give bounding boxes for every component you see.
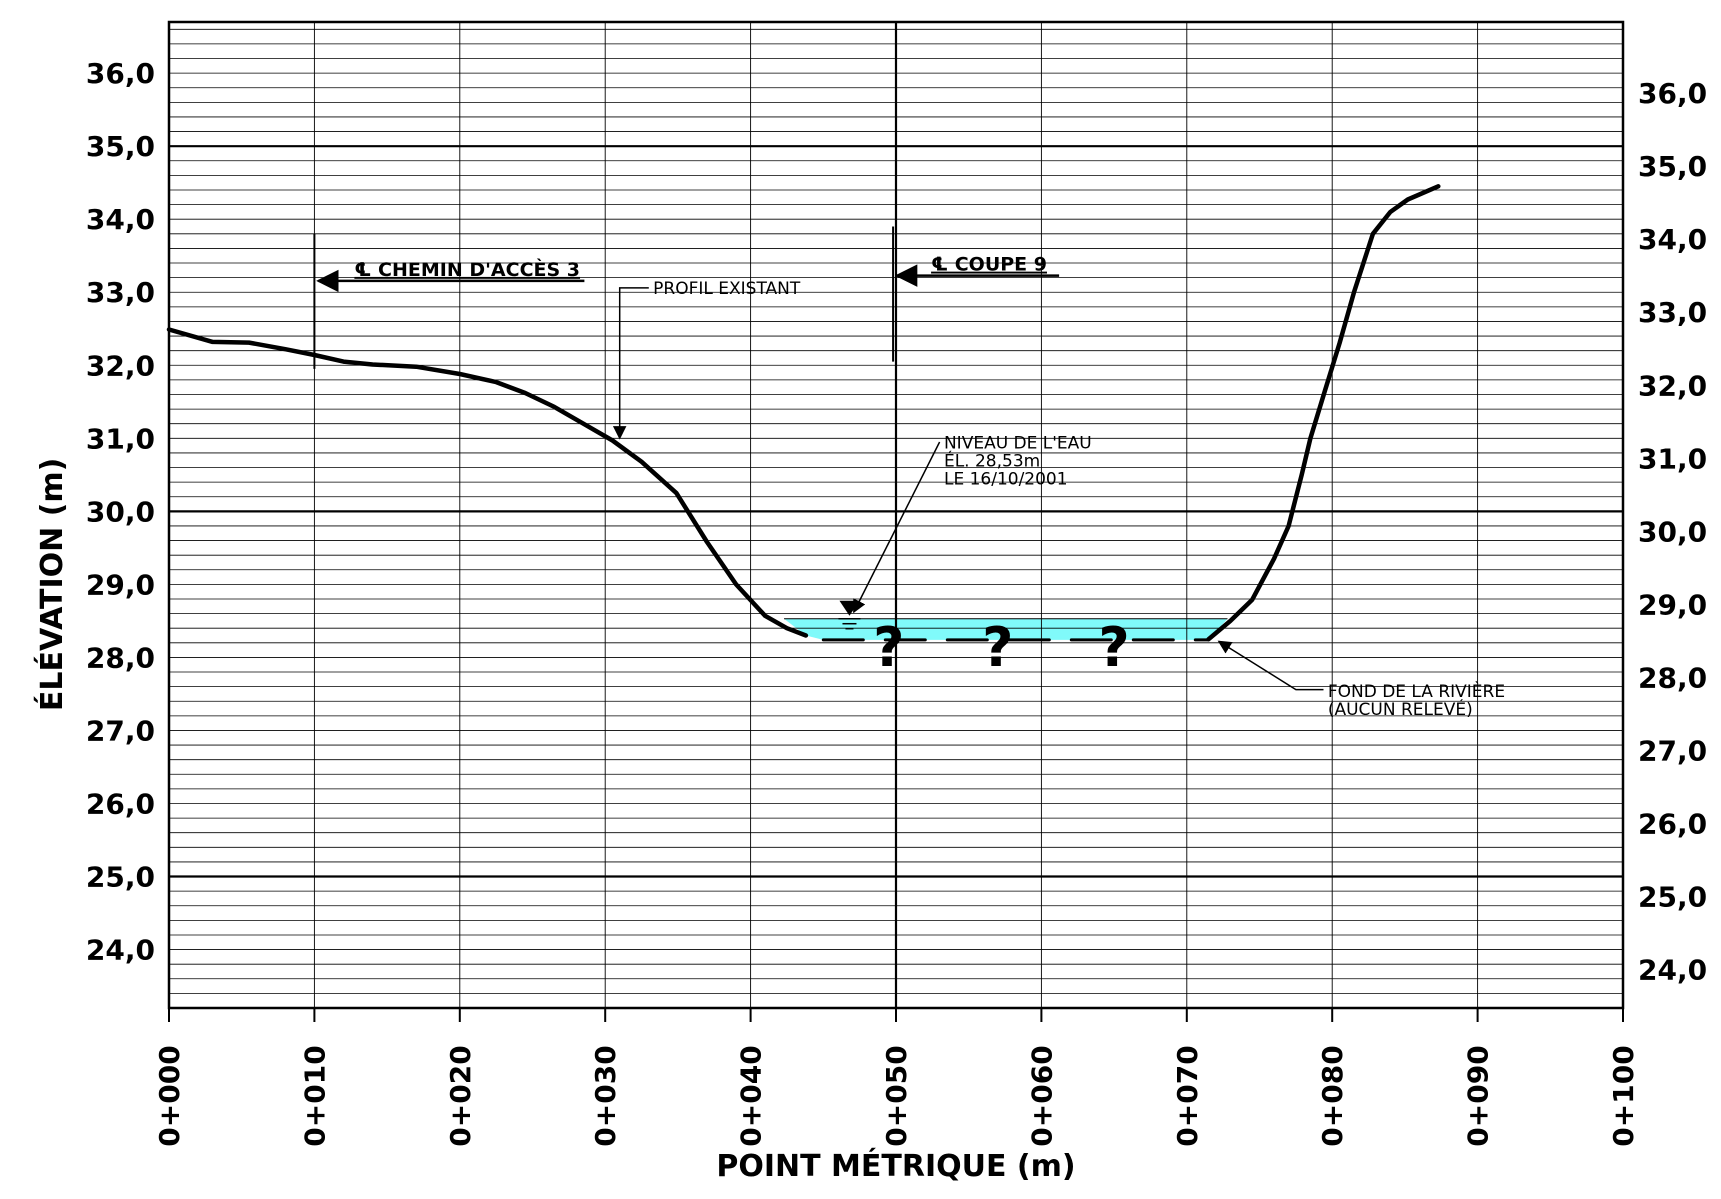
y-tick-label-left: 34,0 <box>86 203 155 236</box>
y-tick-label-right: 31,0 <box>1638 442 1707 475</box>
centerline-label: ℄ COUPE 9 <box>931 254 1047 276</box>
y-tick-label-left: 29,0 <box>86 568 155 601</box>
annotation-leader <box>853 441 941 614</box>
x-tick-label: 0+040 <box>735 1045 768 1146</box>
y-tick-label-left: 30,0 <box>86 495 155 528</box>
y-tick-label-right: 26,0 <box>1638 807 1707 840</box>
y-tick-label-right: 29,0 <box>1638 588 1707 621</box>
y-tick-label-right: 28,0 <box>1638 661 1707 694</box>
y-tick-label-left: 35,0 <box>86 130 155 163</box>
uncertain-question-mark: ? <box>873 616 904 679</box>
y-tick-label-right: 34,0 <box>1638 223 1707 256</box>
x-tick-label: 0+050 <box>880 1045 913 1146</box>
y-tick-label-left: 36,0 <box>86 57 155 90</box>
x-tick-label: 0+010 <box>298 1045 331 1146</box>
annotation-leader <box>612 287 649 440</box>
y-tick-label-left: 24,0 <box>86 934 155 967</box>
grid-lines <box>169 22 1623 1009</box>
annotation-text-profil: PROFIL EXISTANT <box>653 279 801 299</box>
annotation-leader <box>1217 640 1324 691</box>
y-tick-label-right: 30,0 <box>1638 515 1707 548</box>
y-tick-label-right: 32,0 <box>1638 369 1707 402</box>
y-tick-label-left: 25,0 <box>86 861 155 894</box>
annotation-text-niveau: NIVEAU DE L'EAU <box>944 434 1092 454</box>
x-tick-label: 0+090 <box>1462 1045 1495 1146</box>
x-tick-label: 0+060 <box>1025 1045 1058 1146</box>
series-line-0 <box>166 327 809 638</box>
y-tick-label-left: 33,0 <box>86 276 155 309</box>
y-tick-label-left: 26,0 <box>86 787 155 820</box>
y-tick-label-left: 32,0 <box>86 349 155 382</box>
y-tick-label-right: 35,0 <box>1638 150 1707 183</box>
annotation-text-niveau: LE 16/10/2001 <box>944 470 1068 490</box>
y-tick-label-left: 31,0 <box>86 422 155 455</box>
y-tick-label-right: 33,0 <box>1638 296 1707 329</box>
x-tick-label: 0+080 <box>1316 1045 1349 1146</box>
series-line-1 <box>1206 184 1441 642</box>
x-tick-label: 0+000 <box>153 1045 186 1146</box>
x-tick-label: 0+030 <box>589 1045 622 1146</box>
x-axis-label: POINT MÉTRIQUE (m) <box>716 1148 1075 1184</box>
y-tick-label-right: 36,0 <box>1638 77 1707 110</box>
y-axis-label: ÉLÉVATION (m) <box>34 458 70 712</box>
annotation-text-niveau: ÉL. 28,53m <box>944 450 1040 472</box>
annotation-text-fond: (AUCUN RELEVÉ) <box>1328 698 1473 720</box>
y-tick-label-right: 25,0 <box>1638 881 1707 914</box>
y-tick-label-right: 24,0 <box>1638 954 1707 987</box>
centerline-label: ℄ CHEMIN D'ACCÈS 3 <box>354 258 580 281</box>
y-tick-label-left: 28,0 <box>86 641 155 674</box>
annotation-text-fond: FOND DE LA RIVIÈRE <box>1328 680 1505 702</box>
uncertain-question-mark: ? <box>1098 616 1129 679</box>
x-tick-label: 0+020 <box>444 1045 477 1146</box>
x-tick-label: 0+100 <box>1607 1045 1640 1146</box>
uncertain-question-mark: ? <box>982 616 1013 679</box>
x-tick-label: 0+070 <box>1171 1045 1204 1146</box>
y-tick-label-right: 27,0 <box>1638 734 1707 767</box>
y-tick-label-left: 27,0 <box>86 714 155 747</box>
